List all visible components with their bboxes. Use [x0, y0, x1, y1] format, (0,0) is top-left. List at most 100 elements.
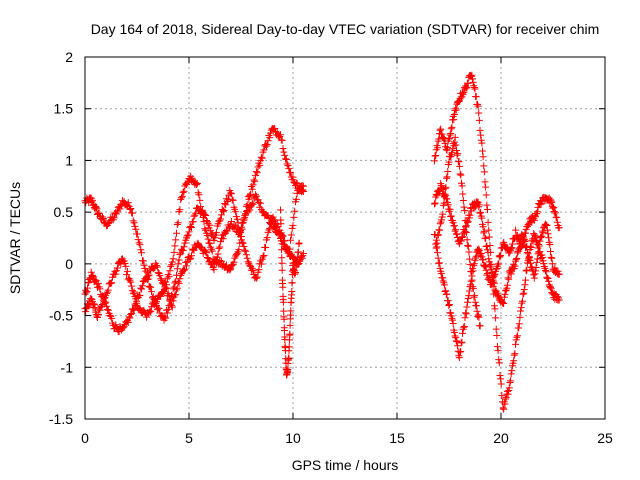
- data-point: [434, 254, 442, 262]
- data-point: [148, 300, 156, 308]
- data-point: [436, 226, 444, 234]
- data-point: [433, 239, 441, 247]
- data-point: [472, 93, 480, 101]
- data-point: [255, 266, 263, 274]
- data-point: [433, 191, 441, 199]
- data-point: [216, 256, 224, 264]
- data-point: [270, 222, 278, 230]
- data-point: [251, 177, 259, 185]
- data-point: [107, 280, 115, 288]
- data-point: [124, 319, 132, 326]
- data-point: [119, 324, 127, 332]
- data-point: [507, 377, 515, 385]
- data-point: [144, 272, 152, 280]
- data-point: [515, 244, 523, 252]
- data-point: [511, 350, 519, 358]
- data-point: [449, 316, 457, 324]
- data-point: [449, 145, 457, 153]
- data-point: [432, 244, 440, 252]
- data-point: [172, 291, 180, 299]
- data-point: [173, 284, 181, 292]
- data-point: [472, 302, 480, 310]
- data-point: [93, 312, 101, 320]
- data-point: [145, 271, 153, 279]
- data-point: [263, 141, 271, 149]
- data-point: [175, 256, 183, 264]
- data-point: [490, 278, 498, 286]
- data-point: [464, 241, 472, 249]
- data-point: [168, 258, 176, 266]
- data-point: [476, 322, 484, 330]
- data-point: [173, 265, 181, 273]
- data-point: [545, 277, 553, 285]
- data-point: [458, 233, 466, 241]
- data-point: [153, 295, 161, 303]
- data-point: [452, 141, 460, 149]
- data-point: [430, 200, 438, 208]
- data-point: [452, 226, 460, 234]
- data-point: [476, 126, 484, 134]
- data-point: [452, 146, 460, 154]
- data-point: [113, 323, 121, 331]
- data-point: [481, 178, 489, 186]
- data-point: [279, 298, 287, 306]
- data-point: [178, 194, 186, 202]
- data-point: [237, 223, 245, 231]
- data-point: [265, 226, 273, 234]
- data-point: [249, 266, 257, 274]
- data-point: [229, 196, 237, 204]
- data-point: [474, 102, 482, 110]
- data-point: [438, 184, 446, 192]
- data-point: [517, 304, 525, 312]
- data-point: [287, 231, 295, 239]
- data-point: [498, 299, 506, 307]
- data-point: [519, 232, 527, 240]
- data-point: [91, 276, 99, 284]
- y-tick-label: -1: [61, 359, 74, 375]
- data-point: [503, 284, 511, 292]
- data-point: [490, 279, 498, 287]
- data-point: [277, 206, 285, 214]
- data-point: [453, 151, 461, 159]
- data-point: [513, 333, 521, 341]
- data-point: [501, 400, 509, 408]
- data-point: [217, 215, 225, 223]
- data-point: [277, 237, 285, 245]
- data-point: [476, 209, 484, 217]
- data-point: [438, 216, 446, 224]
- data-point: [135, 239, 143, 247]
- data-point: [539, 257, 547, 265]
- data-point: [218, 206, 226, 214]
- data-point: [492, 314, 500, 322]
- data-point: [147, 283, 155, 291]
- data-point: [530, 216, 538, 224]
- data-point: [202, 248, 210, 256]
- data-point: [482, 266, 490, 274]
- data-point: [431, 199, 439, 207]
- x-tick-label: 5: [185, 430, 193, 446]
- data-point: [517, 307, 525, 315]
- data-point: [477, 131, 485, 139]
- data-point: [217, 211, 225, 219]
- data-point: [259, 207, 267, 215]
- data-point: [497, 380, 505, 388]
- data-point: [473, 100, 481, 108]
- data-point: [474, 312, 482, 320]
- data-point: [436, 126, 444, 134]
- data-point: [136, 292, 144, 300]
- data-point: [113, 210, 121, 218]
- data-point: [208, 247, 216, 255]
- data-point: [173, 221, 181, 229]
- data-point: [287, 307, 295, 315]
- x-tick-label: 0: [81, 430, 89, 446]
- data-point: [179, 188, 187, 196]
- data-point: [516, 313, 524, 321]
- data-point: [477, 208, 485, 216]
- data-point: [128, 209, 136, 217]
- data-point: [185, 228, 193, 236]
- data-point: [285, 343, 293, 351]
- data-point: [295, 239, 303, 247]
- data-point: [260, 252, 268, 260]
- data-point: [532, 213, 540, 221]
- data-point: [106, 217, 114, 225]
